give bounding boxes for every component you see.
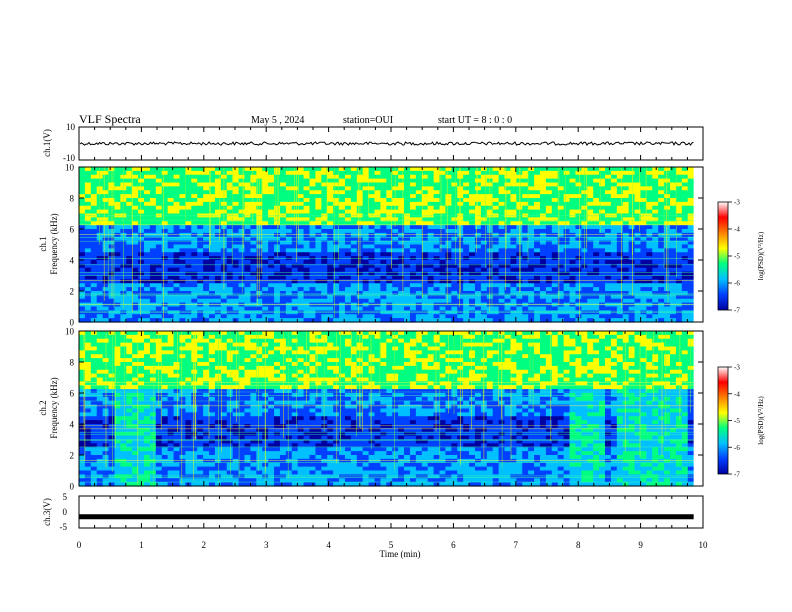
- x-tick-label: 4: [326, 540, 331, 550]
- ch2-spectrogram-ytick: 4: [70, 420, 75, 430]
- ch3-ytick-bottom: -5: [60, 522, 68, 532]
- ch2-spectrogram-ytick: 6: [70, 389, 75, 399]
- ch1-spectrogram-ytick: 8: [70, 194, 75, 204]
- x-tick-label: 1: [139, 540, 144, 550]
- x-tick-label: 6: [451, 540, 456, 550]
- ch3-ytick-top: 5: [63, 492, 68, 502]
- x-tick-label: 8: [576, 540, 581, 550]
- ch2-colorbar-scale: [717, 366, 729, 475]
- ch2-spectrogram-channel-label: ch.2: [38, 400, 48, 415]
- ch1-spectrogram-ytick: 6: [70, 225, 75, 235]
- ch1-spectrogram-ytick: 2: [70, 287, 75, 297]
- ch1-waveform-trace: [79, 141, 694, 146]
- ch1-spectrogram-ytick: 4: [70, 256, 75, 266]
- ch1-colorbar-tick: -4: [734, 226, 740, 234]
- ch1-colorbar-scale: [717, 201, 729, 311]
- ch3-waveform-panel: 5 0 -5 ch.3(V): [42, 492, 704, 532]
- x-tick-label: 2: [202, 540, 207, 550]
- ch1-colorbar-label: log(PSD)(V²/Hz): [757, 231, 765, 280]
- figure-title: VLF Spectra: [79, 112, 141, 126]
- ch1-colorbar-tick: -3: [734, 199, 740, 207]
- ch1-waveform-ylabel: ch.1(V): [42, 129, 52, 157]
- ch2-colorbar-tick: -5: [734, 417, 740, 425]
- start-ut-label: start UT = 8 : 0 : 0: [438, 115, 512, 126]
- ch1-spectrogram-channel-label: ch.1: [38, 236, 48, 251]
- ch1-waveform-panel: 10 -10 ch.1(V): [42, 122, 704, 163]
- ch2-colorbar-tick: -3: [734, 364, 740, 372]
- ch1-spectrogram-image: [79, 167, 703, 323]
- ch1-spectrogram-ytick: 10: [65, 163, 75, 173]
- ch1-ytick-bottom: -10: [63, 153, 75, 163]
- x-tick-label: 0: [77, 540, 82, 550]
- ch1-spectrogram-ytick: 0: [70, 318, 75, 328]
- ch1-spectrogram-panel: 10 8 6 4 2 0 ch.1 Frequency (kHz): [38, 163, 704, 328]
- ch1-spectrogram-ylabel: Frequency (kHz): [49, 213, 59, 274]
- x-tick-label: 9: [638, 540, 643, 550]
- ch2-spectrogram-ytick: 10: [65, 327, 75, 337]
- ch2-spectrogram-panel: 10 8 6 4 2 0 ch.2 Frequency (kHz): [38, 327, 704, 492]
- ch2-colorbar-tick: -7: [734, 471, 740, 479]
- ch2-spectrogram-ytick: 8: [70, 358, 75, 368]
- ch2-colorbar: -3 -4 -5 -6 -7 log(PSD)(V²/Hz): [717, 364, 765, 479]
- ch3-ytick-mid: 0: [63, 507, 68, 517]
- ch1-colorbar-tick: -5: [734, 253, 740, 261]
- ch2-spectrogram-image: [79, 331, 703, 487]
- ch2-spectrogram-ytick: 2: [70, 451, 75, 461]
- ch1-colorbar: -3 -4 -5 -6 -7 log(PSD)(V²/Hz): [717, 199, 765, 315]
- date-label: May 5 , 2024: [251, 115, 304, 126]
- ch1-ytick-top: 10: [66, 122, 76, 132]
- ch2-colorbar-label: log(PSD)(V²/Hz): [757, 396, 765, 445]
- ch1-colorbar-tick: -6: [734, 280, 740, 288]
- ch1-colorbar-tick: -7: [734, 307, 740, 315]
- x-axis-ticks: [78, 127, 704, 528]
- x-axis-tick-labels: 0 1 2 3 4 5 6 7 8 9 10: [77, 540, 708, 550]
- ch2-colorbar-tick: -4: [734, 390, 740, 398]
- ch2-spectrogram-ylabel: Frequency (kHz): [49, 377, 59, 438]
- x-axis-label: Time (min): [380, 549, 421, 559]
- station-label: station=OUI: [343, 115, 393, 126]
- ch2-colorbar-tick: -6: [734, 444, 740, 452]
- x-tick-label: 5: [389, 540, 394, 550]
- ch3-waveform-ylabel: ch.3(V): [42, 498, 52, 526]
- x-tick-label: 3: [264, 540, 269, 550]
- x-tick-label: 7: [514, 540, 519, 550]
- x-tick-label: 10: [699, 540, 709, 550]
- ch2-spectrogram-ytick: 0: [70, 482, 75, 492]
- ch3-waveform-frame: [78, 495, 704, 529]
